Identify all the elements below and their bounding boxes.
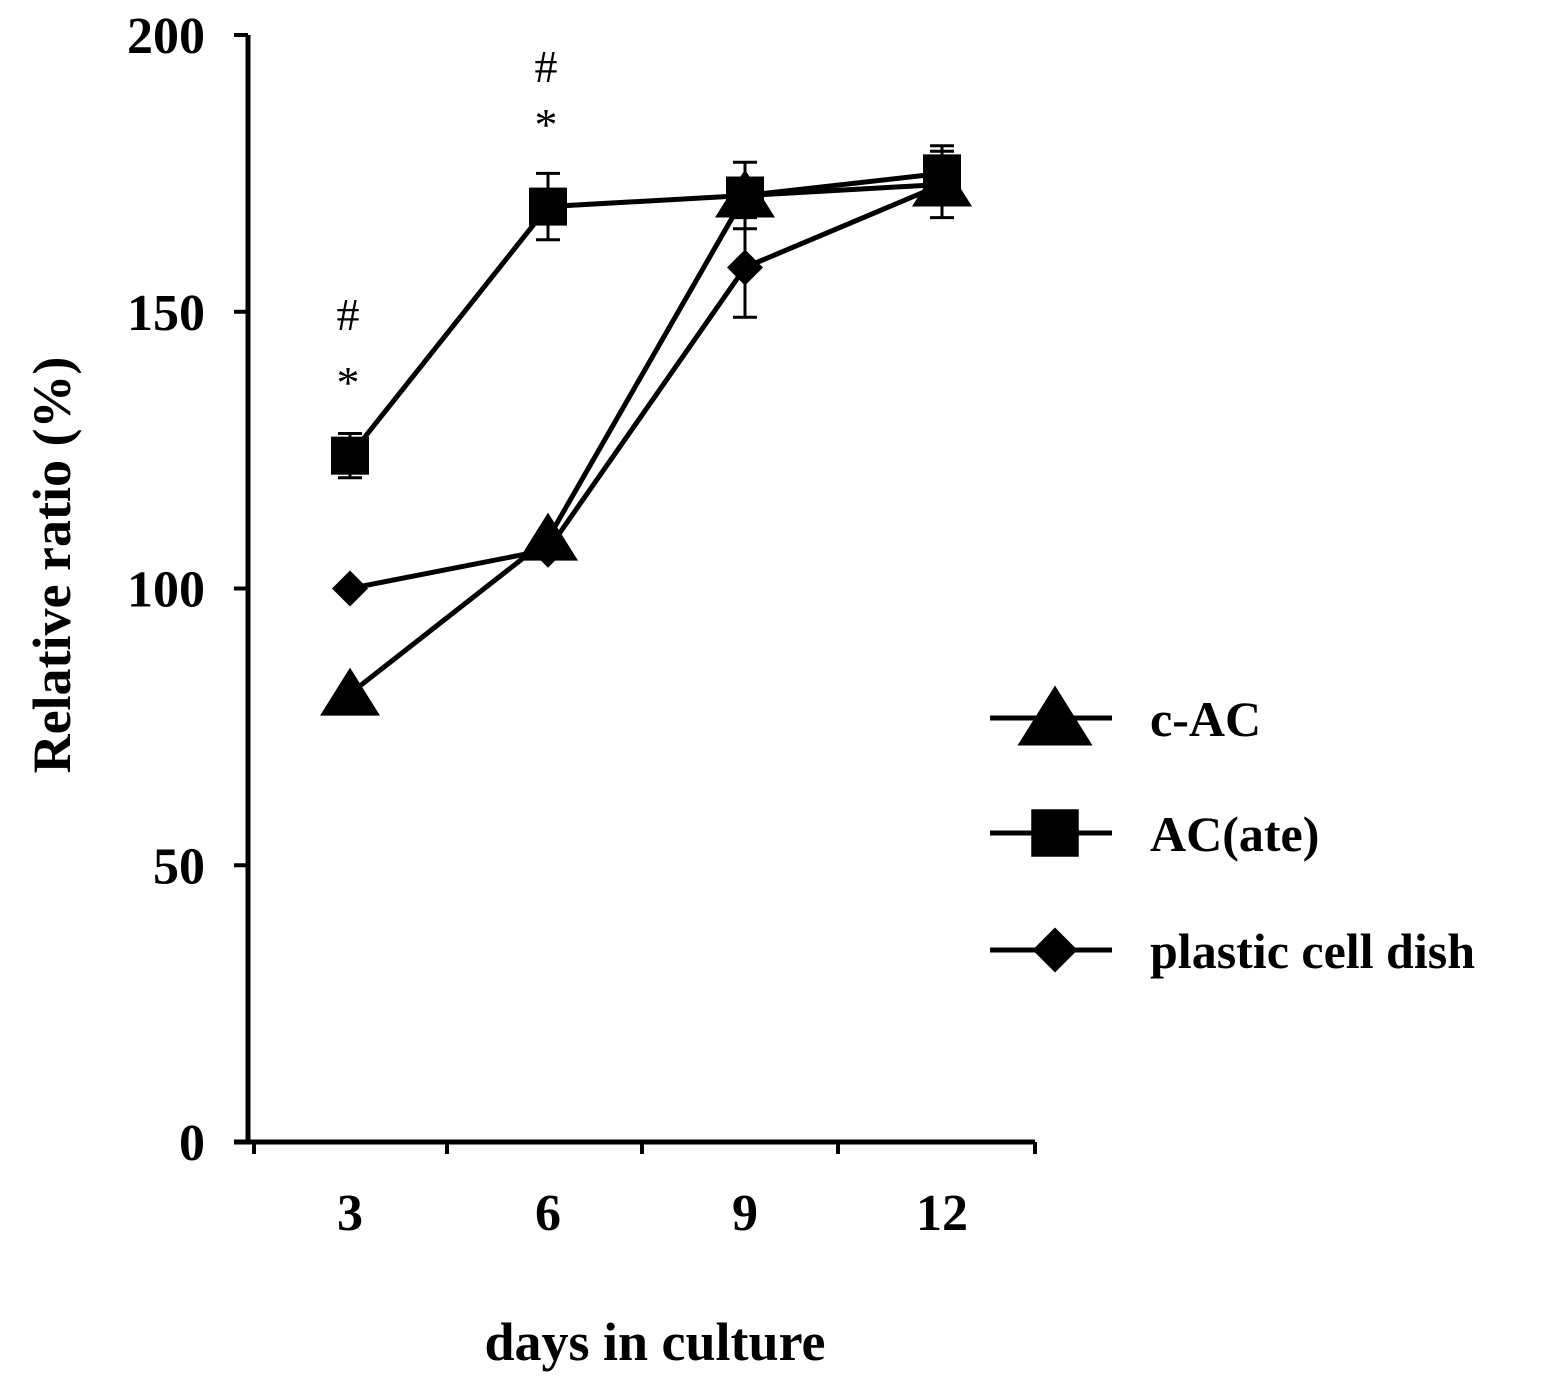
x-axis-label: days in culture (484, 1312, 825, 1372)
y-tick-label: 150 (127, 285, 205, 342)
square-marker (331, 436, 369, 475)
hash-annotation: # (337, 289, 360, 340)
x-tick-label: 12 (916, 1185, 968, 1242)
legend: c-AC AC(ate) plastic cell dish (990, 685, 1475, 979)
legend-item: plastic cell dish (990, 923, 1475, 979)
series-layer (320, 144, 972, 716)
square-marker (923, 154, 961, 193)
x-tick-label: 9 (732, 1185, 758, 1242)
series-line (349, 182, 943, 591)
square-marker (529, 187, 567, 226)
y-tick-label: 50 (153, 838, 205, 895)
asterisk-annotation: * (337, 357, 360, 408)
triangle-marker (320, 667, 380, 716)
y-tick-label: 200 (127, 8, 205, 65)
triangle-marker (518, 512, 578, 561)
hash-annotation: # (535, 41, 558, 92)
series-plastic-cell-dish (332, 166, 960, 607)
diamond-marker (332, 570, 368, 607)
annotations: # * # * (337, 41, 558, 408)
x-tick-label: 6 (535, 1185, 561, 1242)
series-line (348, 181, 943, 696)
series-c-ac (320, 149, 972, 716)
legend-label: AC(ate) (1150, 806, 1319, 862)
y-axis-label: Relative ratio (%) (22, 357, 82, 774)
diamond-marker (727, 249, 763, 286)
axes: 0 50 100 150 200 3 6 9 12 (127, 8, 1037, 1242)
asterisk-annotation: * (535, 99, 558, 150)
y-tick-label: 0 (179, 1115, 205, 1172)
series-line (348, 170, 943, 458)
square-marker (726, 176, 764, 215)
legend-item: c-AC (990, 685, 1261, 747)
legend-label: c-AC (1150, 691, 1261, 747)
diamond-marker (1032, 927, 1078, 973)
y-tick-label: 100 (127, 562, 205, 619)
triangle-marker (1017, 685, 1093, 746)
x-tick-label: 3 (337, 1185, 363, 1242)
series-ac-ate- (331, 144, 961, 480)
legend-label: plastic cell dish (1150, 923, 1475, 979)
legend-item: AC(ate) (990, 806, 1319, 862)
square-marker (1031, 809, 1079, 857)
